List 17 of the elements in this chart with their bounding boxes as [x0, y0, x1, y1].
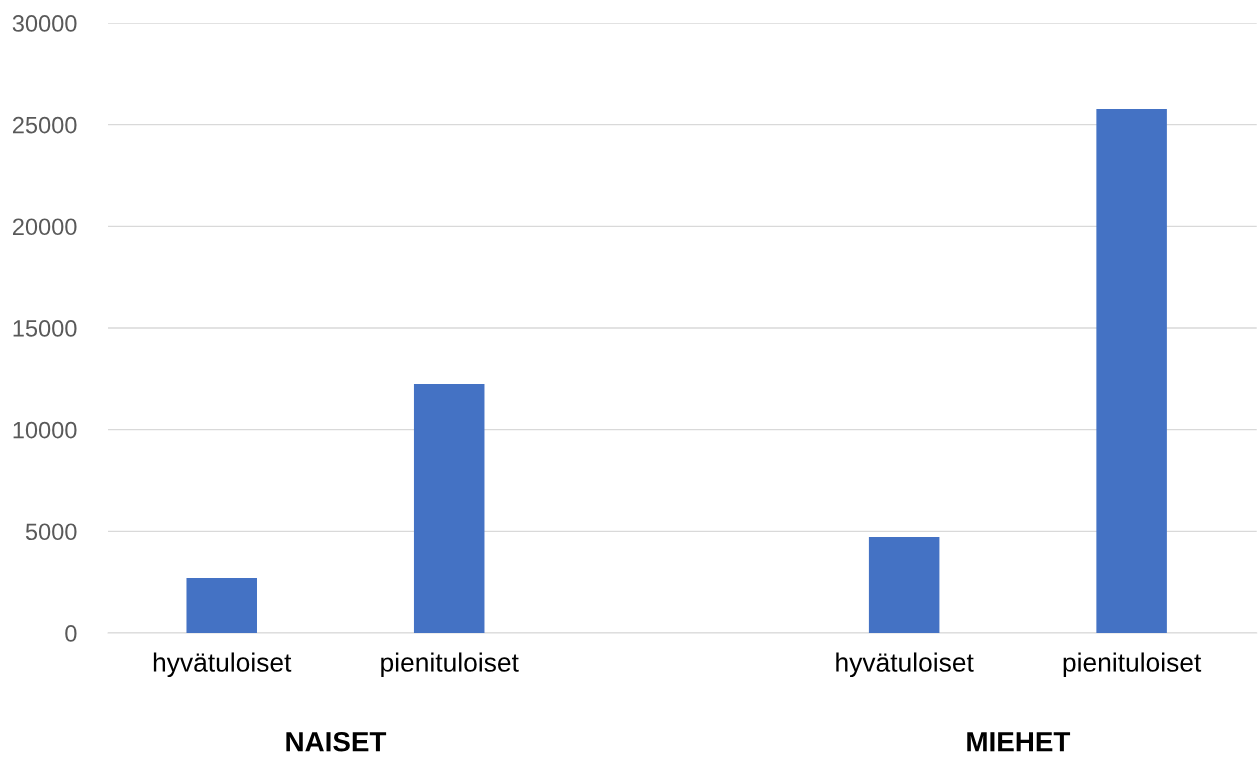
- y-tick-label: 5000: [25, 523, 77, 541]
- bar: [1096, 109, 1167, 633]
- x-tick-label: hyvätuloiset: [153, 652, 292, 678]
- y-tick-label: 10000: [13, 421, 77, 439]
- bar: [413, 383, 485, 633]
- x-tick-label: pienituloiset: [381, 652, 519, 678]
- text: MIEHET: [967, 732, 1071, 752]
- y-tick-label: 20000: [12, 218, 77, 236]
- y-tick-label: 15000: [13, 320, 77, 337]
- x-tick-label: pienituloiset: [1063, 652, 1202, 678]
- y-tick-label: 0: [65, 625, 77, 642]
- bar: [186, 578, 257, 633]
- y-tick-label: 30000: [12, 15, 77, 32]
- y-tick-label: 25000: [12, 116, 77, 134]
- bar: [868, 537, 940, 633]
- text: NAISET: [286, 731, 387, 752]
- x-tick-label: hyvätuloiset: [836, 652, 974, 678]
